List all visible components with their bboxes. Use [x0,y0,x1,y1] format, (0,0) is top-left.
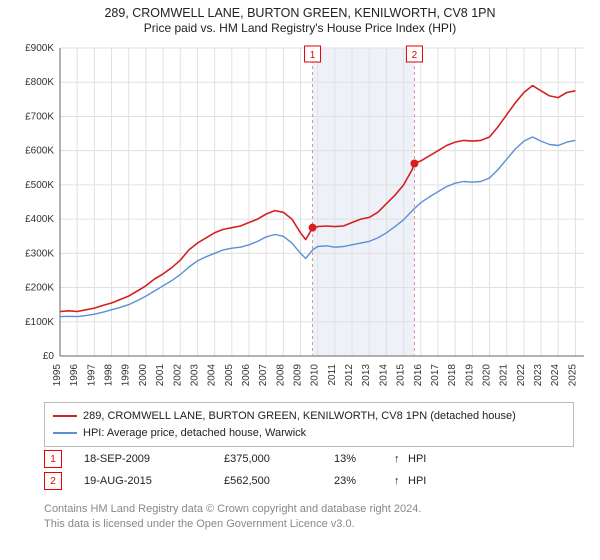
svg-text:2020: 2020 [482,364,493,387]
sale-row-1: 1 18-SEP-2009 £375,000 13% ↑ HPI [44,448,448,470]
sale-date-2: 19-AUG-2015 [84,475,224,487]
svg-text:2016: 2016 [413,364,424,387]
svg-text:2003: 2003 [189,364,200,387]
svg-text:2001: 2001 [155,364,166,387]
svg-text:£900K: £900K [25,44,54,54]
svg-text:£0: £0 [43,351,55,362]
svg-text:2025: 2025 [567,364,578,387]
title-main: 289, CROMWELL LANE, BURTON GREEN, KENILW… [0,6,600,20]
svg-text:1997: 1997 [86,364,97,387]
svg-text:1998: 1998 [104,364,115,387]
sale-price-2: £562,500 [224,475,334,487]
svg-text:2022: 2022 [516,364,527,387]
footer-line2: This data is licensed under the Open Gov… [44,517,421,532]
legend-label-hpi: HPI: Average price, detached house, Warw… [83,425,306,442]
sale-arrow-1: ↑ [394,453,408,465]
title-sub: Price paid vs. HM Land Registry's House … [0,21,600,35]
svg-text:2011: 2011 [327,364,338,386]
legend-row-property: 289, CROMWELL LANE, BURTON GREEN, KENILW… [53,408,565,425]
svg-text:2002: 2002 [172,364,183,387]
sale-row-2: 2 19-AUG-2015 £562,500 23% ↑ HPI [44,470,448,492]
footer-line1: Contains HM Land Registry data © Crown c… [44,502,421,517]
svg-text:2000: 2000 [138,364,149,387]
svg-text:2014: 2014 [378,364,389,387]
sale-tag-1: HPI [408,453,448,465]
sale-date-1: 18-SEP-2009 [84,453,224,465]
svg-text:2006: 2006 [241,364,252,387]
svg-text:2: 2 [412,50,418,61]
legend-swatch-hpi [53,432,77,434]
svg-text:2015: 2015 [396,364,407,387]
sale-pct-2: 23% [334,475,394,487]
sale-marker-2: 2 [44,472,62,490]
sale-marker-1: 1 [44,450,62,468]
title-block: 289, CROMWELL LANE, BURTON GREEN, KENILW… [0,0,600,35]
container: 289, CROMWELL LANE, BURTON GREEN, KENILW… [0,0,600,560]
svg-text:£800K: £800K [25,77,54,88]
svg-text:1: 1 [310,50,316,61]
sale-arrow-2: ↑ [394,475,408,487]
svg-text:£700K: £700K [25,111,54,122]
svg-text:2010: 2010 [310,364,321,387]
legend-label-property: 289, CROMWELL LANE, BURTON GREEN, KENILW… [83,408,516,425]
svg-text:2007: 2007 [258,364,269,387]
svg-text:£600K: £600K [25,146,54,157]
svg-text:1999: 1999 [121,364,132,387]
svg-text:2024: 2024 [550,364,561,387]
svg-text:£500K: £500K [25,180,54,191]
svg-text:1995: 1995 [52,364,63,387]
legend: 289, CROMWELL LANE, BURTON GREEN, KENILW… [44,402,574,447]
svg-text:2018: 2018 [447,364,458,387]
svg-text:2017: 2017 [430,364,441,387]
svg-text:2009: 2009 [293,364,304,387]
svg-text:2012: 2012 [344,364,355,387]
svg-text:2019: 2019 [464,364,475,387]
chart-svg: £0 £100K £200K £300K £400K £500K £600K £700K £80… [10,44,590,394]
sale-pct-1: 13% [334,453,394,465]
svg-text:2013: 2013 [361,364,372,387]
svg-text:2023: 2023 [533,364,544,387]
sales-table: 1 18-SEP-2009 £375,000 13% ↑ HPI 2 19-AU… [44,448,448,492]
svg-text:2004: 2004 [207,364,218,387]
svg-text:1996: 1996 [69,364,80,387]
svg-text:2008: 2008 [275,364,286,387]
svg-text:2005: 2005 [224,364,235,387]
legend-row-hpi: HPI: Average price, detached house, Warw… [53,425,565,442]
svg-text:£400K: £400K [25,214,54,225]
svg-text:£100K: £100K [25,317,54,328]
svg-text:£200K: £200K [25,283,54,294]
svg-text:£300K: £300K [25,248,54,259]
chart: £0 £100K £200K £300K £400K £500K £600K £700K £80… [10,44,590,394]
legend-swatch-property [53,415,77,417]
sale-price-1: £375,000 [224,453,334,465]
footer: Contains HM Land Registry data © Crown c… [44,502,421,532]
svg-text:2021: 2021 [499,364,510,387]
sale-tag-2: HPI [408,475,448,487]
